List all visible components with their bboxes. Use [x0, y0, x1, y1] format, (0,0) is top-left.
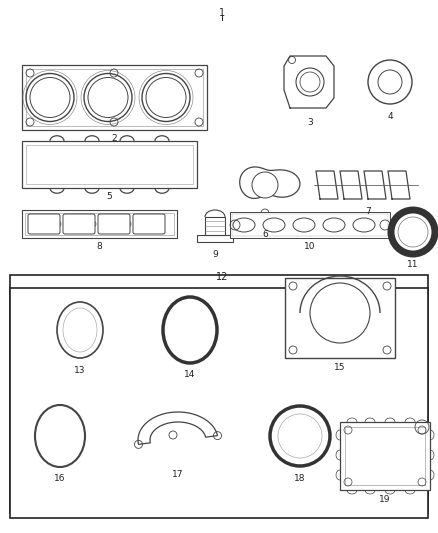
- Text: 3: 3: [307, 118, 313, 127]
- Bar: [205, 217, 225, 235]
- Ellipse shape: [35, 405, 85, 467]
- Text: 10: 10: [304, 242, 316, 251]
- Bar: [197, 235, 233, 242]
- Text: 9: 9: [212, 250, 218, 259]
- Bar: [285, 278, 395, 358]
- Bar: [230, 212, 390, 238]
- Circle shape: [391, 210, 435, 254]
- Bar: [232, 214, 388, 236]
- Text: 8: 8: [97, 242, 102, 251]
- Text: 2: 2: [112, 134, 117, 143]
- Ellipse shape: [163, 297, 217, 363]
- Ellipse shape: [323, 218, 345, 232]
- Circle shape: [270, 406, 330, 466]
- Bar: [26, 145, 193, 184]
- Polygon shape: [138, 412, 218, 445]
- Ellipse shape: [353, 218, 375, 232]
- Ellipse shape: [63, 308, 97, 352]
- Text: 19: 19: [379, 495, 391, 504]
- Circle shape: [300, 72, 320, 92]
- Text: 17: 17: [172, 470, 184, 479]
- Ellipse shape: [293, 218, 315, 232]
- Circle shape: [146, 77, 186, 117]
- Text: 16: 16: [54, 474, 66, 483]
- Polygon shape: [240, 167, 300, 198]
- Text: 6: 6: [262, 230, 268, 239]
- Ellipse shape: [233, 218, 255, 232]
- Ellipse shape: [57, 302, 103, 358]
- Text: 7: 7: [365, 207, 371, 216]
- Bar: [22, 65, 207, 130]
- Bar: [25, 213, 174, 235]
- FancyBboxPatch shape: [28, 214, 60, 234]
- Text: 13: 13: [74, 366, 86, 375]
- Text: 11: 11: [407, 260, 419, 269]
- FancyBboxPatch shape: [63, 214, 95, 234]
- Bar: [22, 210, 177, 238]
- Text: 15: 15: [334, 363, 346, 372]
- Text: 14: 14: [184, 370, 196, 379]
- Bar: [10, 288, 428, 518]
- Bar: [10, 275, 428, 513]
- Bar: [340, 422, 430, 490]
- FancyBboxPatch shape: [133, 214, 165, 234]
- Bar: [26, 69, 203, 126]
- Text: 1: 1: [219, 8, 225, 18]
- Text: 12: 12: [216, 272, 228, 282]
- Text: 18: 18: [294, 474, 306, 483]
- Ellipse shape: [263, 218, 285, 232]
- Circle shape: [30, 77, 70, 117]
- Circle shape: [252, 172, 278, 198]
- Bar: [22, 141, 197, 188]
- Bar: [345, 427, 425, 485]
- Text: 4: 4: [387, 112, 393, 121]
- Circle shape: [378, 70, 402, 94]
- Circle shape: [88, 77, 128, 117]
- Text: 5: 5: [106, 192, 113, 201]
- FancyBboxPatch shape: [98, 214, 130, 234]
